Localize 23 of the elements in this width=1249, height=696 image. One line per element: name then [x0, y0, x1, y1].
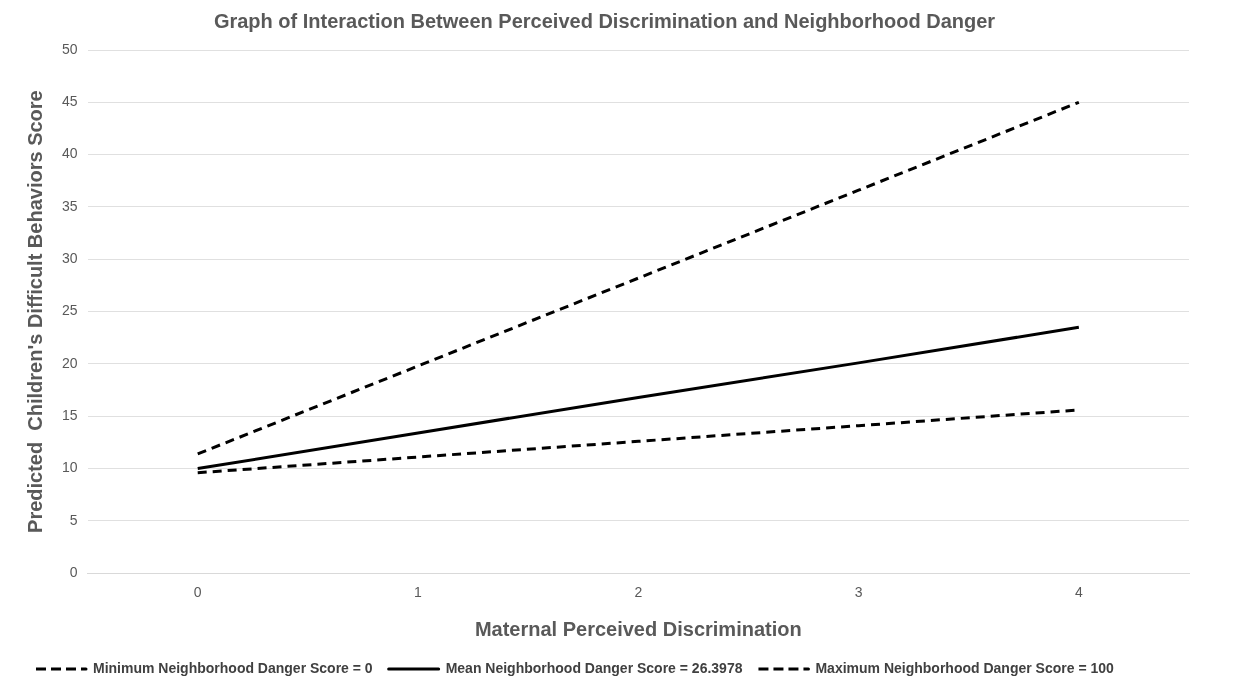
- y-tick-label: 50: [61, 40, 78, 57]
- y-tick-label: 5: [69, 511, 78, 528]
- x-tick-label: 0: [193, 584, 202, 601]
- legend-label: Minimum Neighborhood Danger Score = 0: [93, 659, 373, 676]
- x-tick-label: 3: [854, 584, 863, 601]
- chart-title: Graph of Interaction Between Perceived Discrimination and Neighborhood Danger: [213, 9, 996, 32]
- y-tick-label: 25: [61, 302, 78, 319]
- y-tick-label: 20: [61, 354, 78, 371]
- y-axis-title: Predicted Children's Difficult Behaviors Score: [23, 90, 46, 533]
- x-tick-label: 1: [414, 584, 423, 601]
- y-tick-label: 0: [69, 564, 78, 581]
- line-series: [196, 100, 1081, 456]
- legend-label: Maximum Neighborhood Danger Score = 100: [815, 659, 1115, 676]
- x-axis-title: Maternal Perceived Discrimination: [474, 617, 802, 640]
- y-tick-label: 10: [61, 459, 78, 476]
- legend-label: Mean Neighborhood Danger Score = 26.3978: [445, 659, 743, 676]
- y-tick-label: 45: [61, 93, 78, 110]
- y-tick-label: 35: [61, 197, 78, 214]
- y-tick-label: 15: [61, 407, 78, 424]
- y-tick-label: 40: [61, 145, 78, 162]
- x-tick-label: 2: [634, 584, 643, 601]
- y-tick-label: 30: [61, 250, 78, 267]
- x-tick-label: 4: [1074, 584, 1083, 601]
